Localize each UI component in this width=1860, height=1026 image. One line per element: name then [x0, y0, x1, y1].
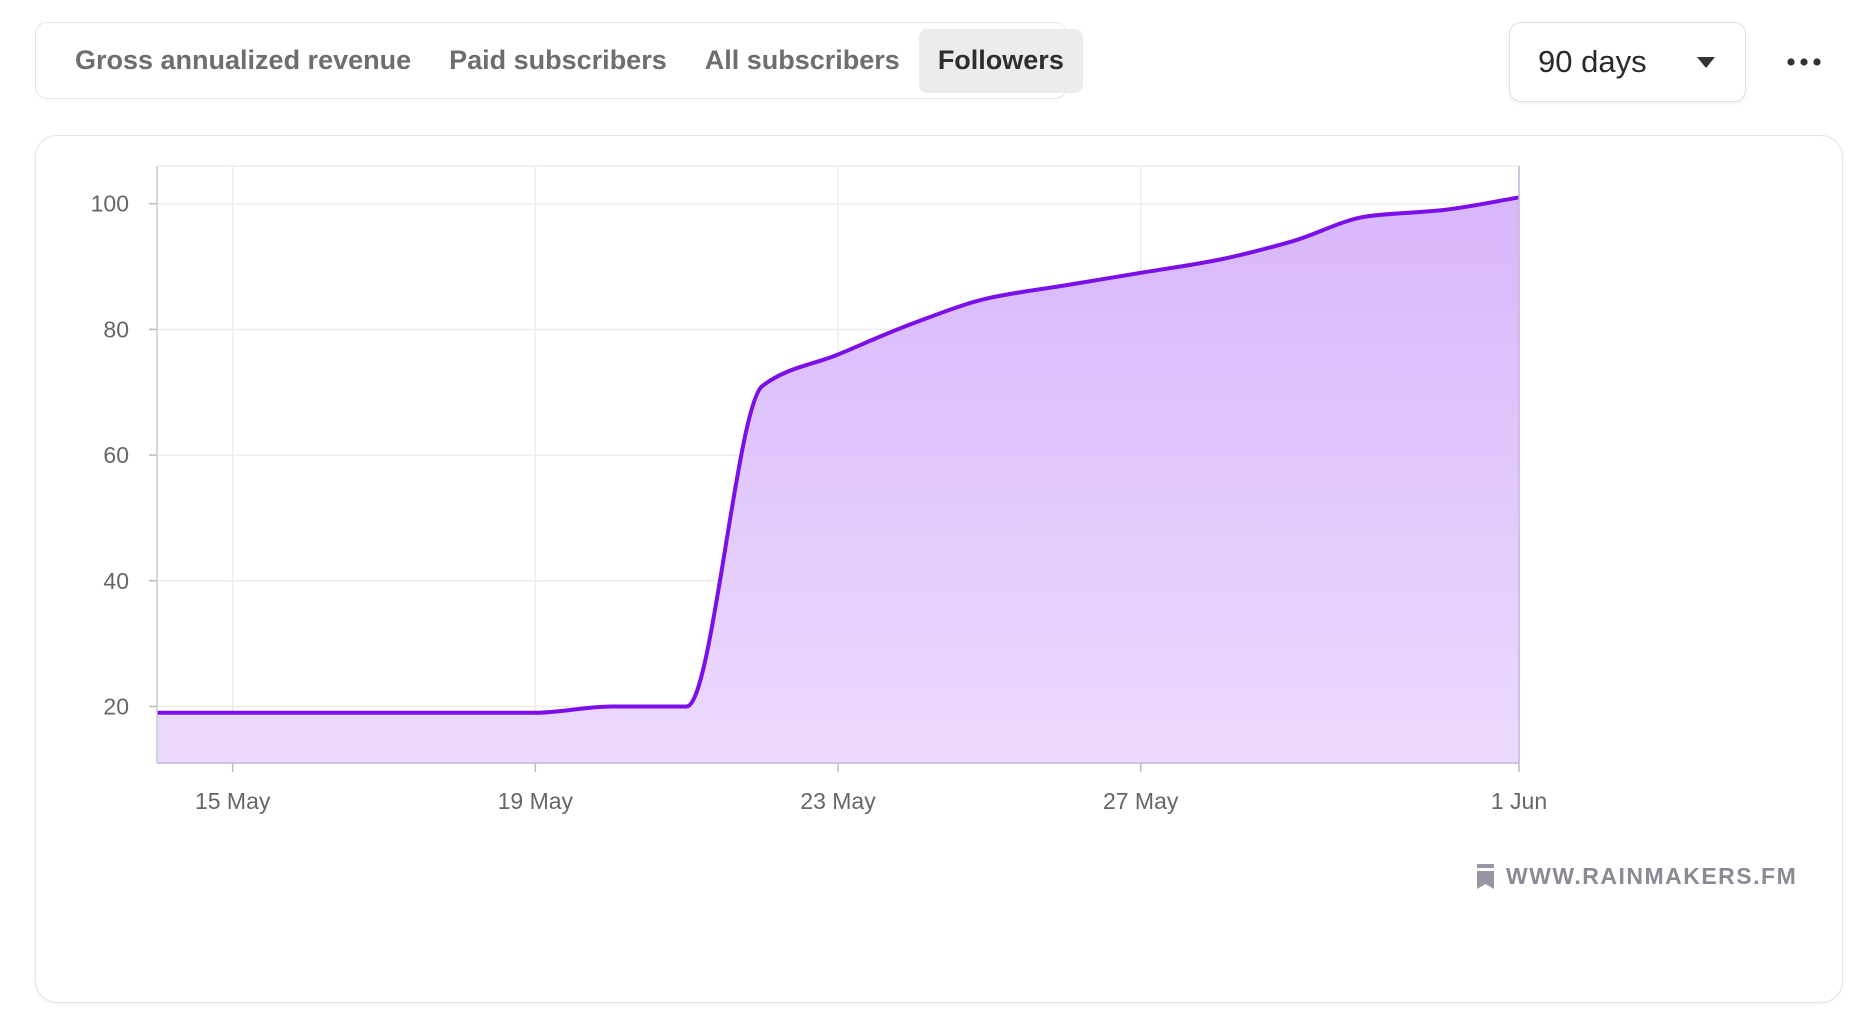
y-tick-label: 20 — [103, 693, 129, 719]
tab-gross-annualized-revenue[interactable]: Gross annualized revenue — [75, 45, 412, 75]
more-options-button[interactable] — [1778, 42, 1830, 82]
x-tick-label: 15 May — [195, 788, 271, 814]
followers-area — [157, 197, 1519, 764]
followers-line — [157, 195, 1520, 715]
y-tick-label: 100 — [91, 191, 129, 217]
date-range-select[interactable]: 90 days — [1509, 22, 1746, 102]
watermark: WWW.RAINMAKERS.FM — [1477, 863, 1797, 889]
tab-followers[interactable]: Followers — [918, 28, 1083, 93]
tab-all-subscribers[interactable]: All subscribers — [704, 45, 900, 75]
date-range-value: 90 days — [1538, 44, 1647, 79]
watermark-text: WWW.RAINMAKERS.FM — [1506, 863, 1797, 889]
y-tick-label: 60 — [103, 442, 129, 468]
x-tick-label: 1 Jun — [1491, 788, 1547, 814]
x-tick-label: 27 May — [1103, 788, 1179, 814]
x-tick-label: 23 May — [800, 788, 876, 814]
y-tick-label: 40 — [103, 568, 129, 594]
followers-chart: 20 40 60 80 100 15 May 19 May 23 May 27 May 1 Jun… — [91, 165, 1797, 889]
more-dots-icon — [1787, 58, 1821, 66]
tab-paid-subscribers[interactable]: Paid subscribers — [449, 45, 667, 75]
y-tick-label: 80 — [103, 316, 129, 342]
chevron-down-icon — [1697, 56, 1715, 68]
chart-card: 20 40 60 80 100 15 May 19 May 23 May 27 May 1 Jun… — [35, 135, 1843, 1003]
metric-tabs: Gross annualized revenue Paid subscriber… — [35, 22, 1083, 99]
x-tick-label: 19 May — [498, 788, 574, 814]
bookmark-icon — [1477, 864, 1494, 889]
